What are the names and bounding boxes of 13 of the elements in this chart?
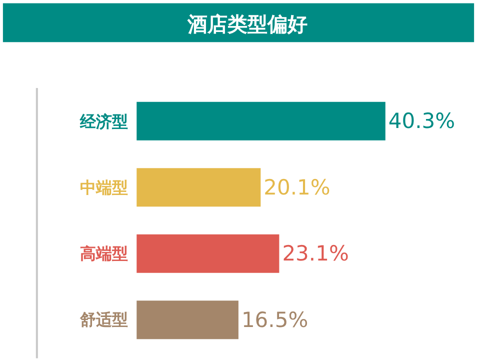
data-label: 20.1% <box>264 175 330 200</box>
y-tick-label: 高端型 <box>80 244 128 263</box>
data-label: 23.1% <box>282 242 349 266</box>
bar <box>136 300 238 340</box>
data-label: 16.5% <box>241 308 308 332</box>
y-tick-label: 中端型 <box>80 178 128 197</box>
y-tick-label: 经济型 <box>79 112 128 131</box>
bar <box>136 102 386 140</box>
y-tick-label: 舒适型 <box>79 310 128 329</box>
bar <box>136 234 280 273</box>
chart-title: 酒店类型偏好 <box>186 12 308 36</box>
data-label: 40.3% <box>388 109 456 134</box>
bar <box>136 168 261 207</box>
